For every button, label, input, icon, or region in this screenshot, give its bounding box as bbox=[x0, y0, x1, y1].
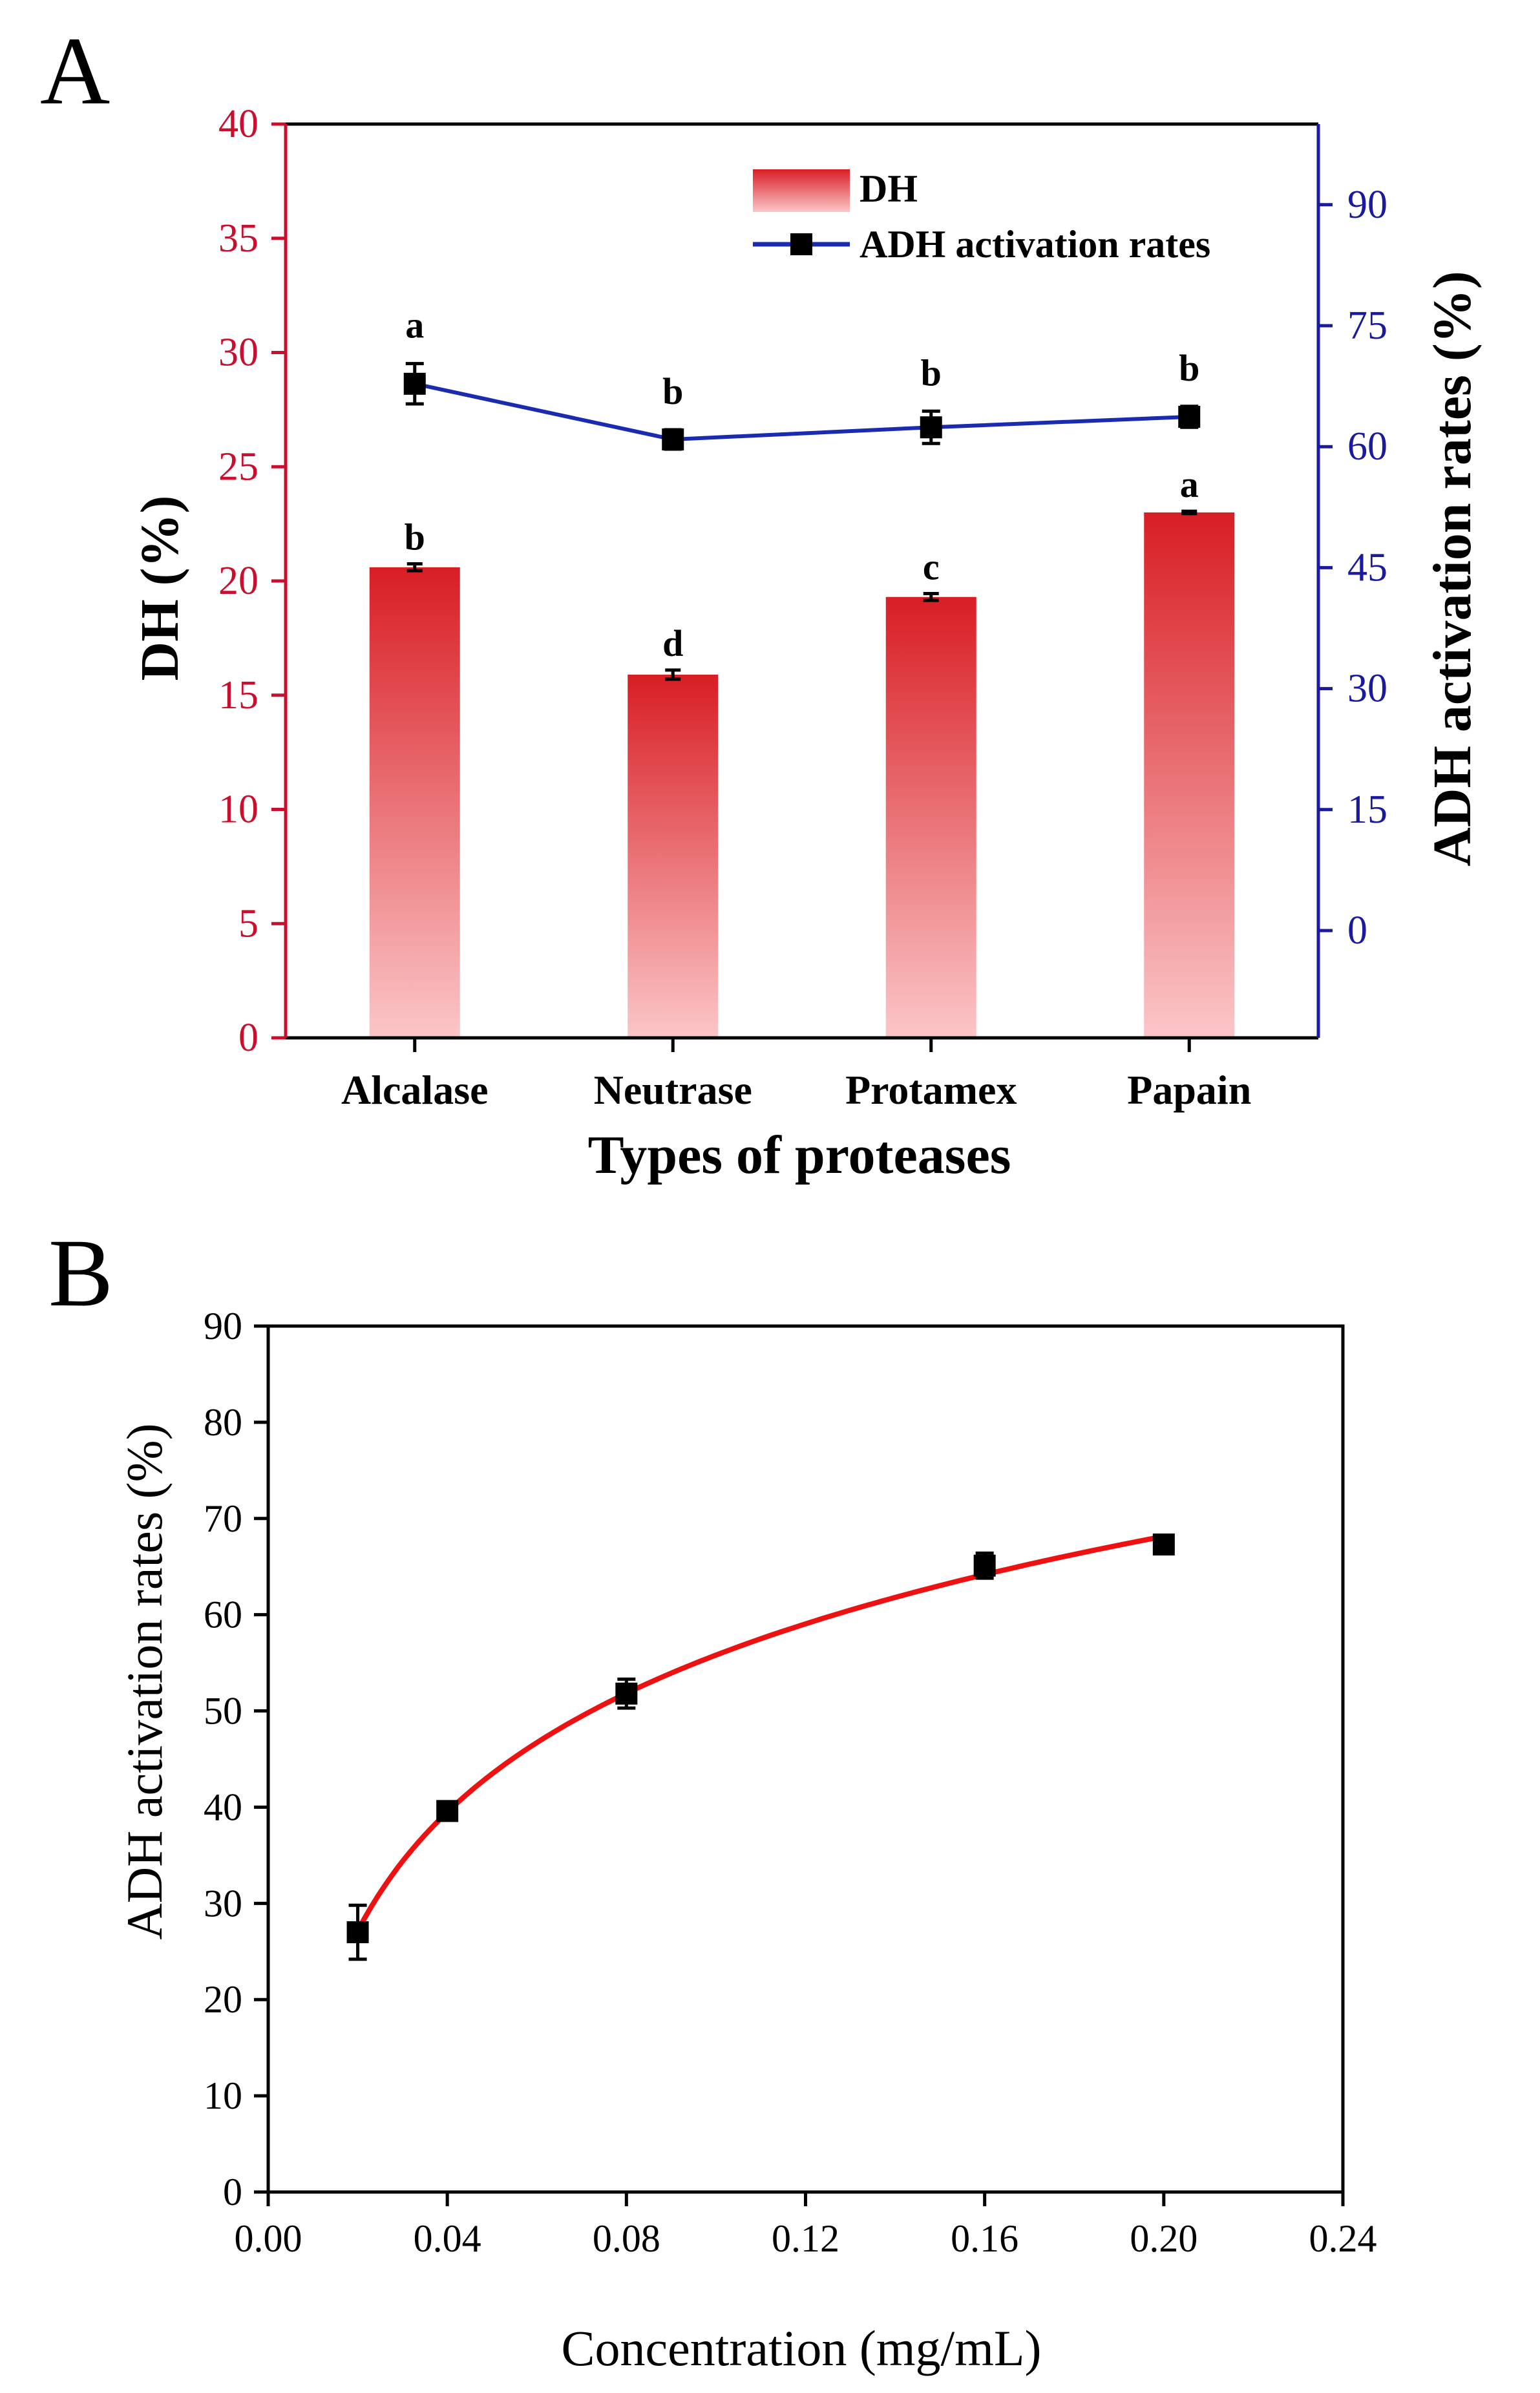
panel-a-bars: b d c a bbox=[369, 463, 1235, 1038]
dh-bar-neutrase bbox=[628, 674, 719, 1038]
adh-marker-alcalase bbox=[403, 372, 426, 395]
legend-dh-swatch bbox=[753, 169, 850, 212]
b-x-tick-label-4: 0.16 bbox=[951, 2217, 1018, 2260]
panel-b-axes: 0 10 20 30 40 50 60 70 80 90 0.00 0.04 0.08 0.12 0.16 0… bbox=[204, 1305, 1377, 2260]
left-tick-label-40: 40 bbox=[218, 102, 258, 146]
panel-b: B ADH activation rates (%) Concentration… bbox=[48, 1219, 1377, 2376]
panel-a-axes: 0 5 10 15 20 25 30 35 40 0 15 30 45 60 75 90 Alcalase Neu… bbox=[218, 102, 1387, 1113]
panel-b-label: B bbox=[48, 1219, 113, 1327]
left-tick-label-35: 35 bbox=[218, 216, 258, 260]
panel-b-plot-frame bbox=[266, 1324, 1345, 2194]
left-tick-label-30: 30 bbox=[218, 331, 258, 375]
dh-bar-alcalase bbox=[369, 567, 460, 1038]
panel-a-adh-line: a b b b bbox=[403, 304, 1201, 451]
right-tick-label-30: 30 bbox=[1347, 667, 1387, 711]
fit-curve bbox=[355, 1534, 1165, 1932]
dh-letter-papain: a bbox=[1180, 463, 1199, 505]
b-y-tick-label-10: 10 bbox=[204, 2074, 242, 2117]
b-x-tick-label-2: 0.08 bbox=[593, 2217, 660, 2260]
adh-series-line bbox=[414, 381, 1190, 441]
b-y-tick-label-80: 80 bbox=[204, 1401, 242, 1444]
left-tick-label-25: 25 bbox=[218, 445, 258, 489]
left-tick-label-15: 15 bbox=[218, 673, 258, 717]
adh-marker-papain bbox=[1178, 406, 1201, 428]
adh-letter-neutrase: b bbox=[662, 370, 683, 412]
dh-letter-neutrase: d bbox=[662, 622, 683, 664]
dh-bar-papain bbox=[1144, 512, 1235, 1038]
b-y-tick-label-70: 70 bbox=[204, 1497, 242, 1540]
panel-b-x-axis-title: Concentration (mg/mL) bbox=[562, 2320, 1042, 2376]
legend-dh-label: DH bbox=[860, 167, 918, 210]
legend-adh-marker bbox=[790, 233, 812, 255]
b-point-3 bbox=[973, 1554, 996, 1577]
left-tick-label-20: 20 bbox=[218, 559, 258, 603]
b-x-tick-label-3: 0.12 bbox=[772, 2217, 839, 2260]
right-tick-label-60: 60 bbox=[1347, 425, 1387, 469]
right-tick-label-90: 90 bbox=[1347, 183, 1387, 227]
panel-a-label: A bbox=[40, 17, 110, 125]
dh-letter-alcalase: b bbox=[405, 516, 425, 558]
panel-b-fit bbox=[355, 1534, 1165, 1932]
b-x-tick-label-1: 0.04 bbox=[414, 2217, 481, 2260]
dh-bar-protamex bbox=[885, 596, 976, 1038]
legend-adh-label: ADH activation rates bbox=[860, 223, 1210, 266]
b-y-tick-label-60: 60 bbox=[204, 1594, 242, 1636]
x-tick-label-papain: Papain bbox=[1127, 1067, 1251, 1113]
right-tick-label-15: 15 bbox=[1347, 788, 1387, 832]
panel-a-right-axis-title: ADH activation rates (%) bbox=[1422, 271, 1482, 866]
x-tick-label-protamex: Protamex bbox=[845, 1067, 1017, 1113]
panel-a-legend: DH ADH activation rates bbox=[753, 167, 1210, 266]
panel-a-left-axis-title: DH (%) bbox=[130, 496, 190, 681]
b-x-tick-label-6: 0.24 bbox=[1309, 2217, 1377, 2260]
b-y-tick-label-30: 30 bbox=[204, 1882, 242, 1924]
b-point-0 bbox=[346, 1921, 369, 1943]
right-tick-label-0: 0 bbox=[1347, 909, 1367, 953]
b-x-tick-label-0: 0.00 bbox=[235, 2217, 302, 2260]
adh-letter-protamex: b bbox=[921, 352, 942, 394]
adh-marker-protamex bbox=[920, 416, 942, 439]
b-y-tick-label-0: 0 bbox=[223, 2171, 242, 2213]
adh-letter-alcalase: a bbox=[405, 304, 424, 346]
adh-letter-papain: b bbox=[1179, 347, 1199, 389]
panel-a-x-axis-title: Types of proteases bbox=[588, 1125, 1011, 1185]
dh-letter-protamex: c bbox=[923, 545, 940, 587]
x-tick-label-alcalase: Alcalase bbox=[341, 1067, 489, 1113]
adh-marker-neutrase bbox=[662, 428, 684, 450]
b-point-2 bbox=[615, 1682, 638, 1705]
right-tick-label-45: 45 bbox=[1347, 545, 1387, 589]
b-y-tick-label-20: 20 bbox=[204, 1978, 242, 2021]
panel-a: A DH (%) ADH activation rates (%) Types … bbox=[40, 17, 1482, 1185]
b-y-tick-label-50: 50 bbox=[204, 1690, 242, 1733]
b-point-4 bbox=[1152, 1533, 1175, 1555]
b-x-tick-label-5: 0.20 bbox=[1130, 2217, 1197, 2260]
x-tick-label-neutrase: Neutrase bbox=[594, 1067, 752, 1113]
left-tick-label-10: 10 bbox=[218, 788, 258, 832]
left-tick-label-5: 5 bbox=[238, 901, 258, 945]
b-y-tick-label-40: 40 bbox=[204, 1786, 242, 1828]
panel-b-points bbox=[346, 1533, 1175, 1961]
right-tick-label-75: 75 bbox=[1347, 304, 1387, 348]
left-tick-label-0: 0 bbox=[238, 1016, 258, 1060]
b-y-tick-label-90: 90 bbox=[204, 1305, 242, 1347]
b-point-1 bbox=[436, 1800, 459, 1822]
panel-b-y-axis-title: ADH activation rates (%) bbox=[116, 1423, 173, 1939]
